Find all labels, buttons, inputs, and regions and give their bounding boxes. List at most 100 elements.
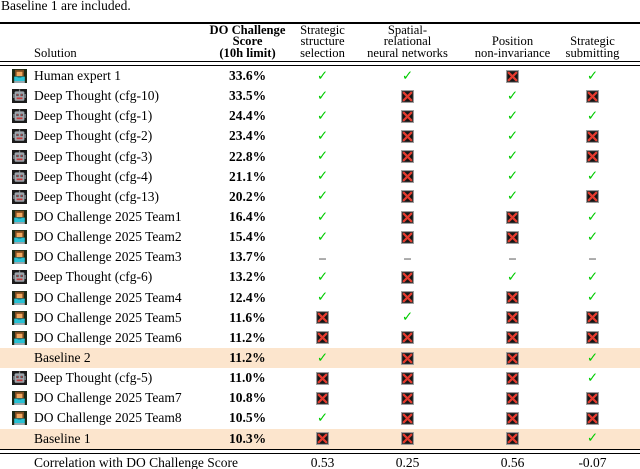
score-value: 16.4% [228,209,267,225]
mark-strategic-submitting [560,412,625,425]
check-mark-icon: ✓ [586,268,599,285]
mark-spatial-relational-neural-networks [350,130,465,143]
cross-mark-icon [586,331,599,345]
table-row: Baseline 2 11.2% ✓ ✓ [0,347,640,369]
check-mark-icon: ✓ [586,228,599,245]
mark-spatial-relational-neural-networks [350,210,465,224]
check-mark-icon: ✓ [316,268,329,285]
mark-spatial-relational-neural-networks [350,371,465,385]
cross-mark-icon [506,351,519,365]
mark-strategic-structure-selection: ✓ [295,268,350,285]
solution-icon-cell [12,270,34,285]
mark-position-non-invariance: ✓ [465,109,560,123]
table-row: DO Challenge 2025 Team4 12.4% ✓ ✓ [0,288,640,308]
cross-mark-icon [316,432,329,446]
table-row: Deep Thought (cfg-1) 24.4% ✓ ✓ ✓ [0,106,640,126]
mark-position-non-invariance: ✓ [465,148,560,165]
table-row: Deep Thought (cfg-3) 22.8% ✓ ✓ [0,147,640,167]
woman-technologist-icon [12,391,27,406]
mark-strategic-structure-selection: ✓ [295,188,350,205]
solution-icon-cell [12,129,34,144]
solution-icon-cell [12,230,34,245]
check-mark-icon: ✓ [506,148,519,165]
mark-strategic-structure-selection: ✓ [295,129,350,143]
mark-strategic-structure-selection: ✓ [295,351,350,365]
mark-strategic-structure-selection [295,391,350,405]
mark-strategic-submitting: ✓ [560,351,625,365]
mark-strategic-structure-selection [295,432,350,446]
mark-position-non-invariance: ✓ [465,188,560,205]
score-value: 33.6% [228,68,267,84]
woman-technologist-icon [12,250,27,265]
solution-name: Deep Thought (cfg-4) [34,168,153,184]
solution-name: DO Challenge 2025 Team6 [34,329,182,345]
check-mark-icon: ✓ [316,87,329,104]
mark-spatial-relational-neural-networks [350,391,465,405]
robot-icon [12,129,27,144]
mark-position-non-invariance [465,291,560,305]
mark-spatial-relational-neural-networks [350,109,465,123]
correlation-position-non-invariance: 0.56 [500,454,525,469]
table-row: DO Challenge 2025 Team1 16.4% ✓ ✓ [0,207,640,227]
cross-mark-icon [401,331,414,345]
mark-strategic-submitting: ✓ [560,228,625,245]
mark-position-non-invariance: ✓ [465,270,560,284]
mark-spatial-relational-neural-networks [350,351,465,365]
cross-mark-icon [586,150,599,164]
check-mark-icon: ✓ [586,168,599,185]
correlation-strategic-submitting: -0.07 [578,454,607,469]
cross-mark-icon [401,291,414,305]
solution-icon-cell [12,189,34,204]
woman-technologist-icon [12,330,27,345]
score-value: 20.2% [228,188,267,204]
check-mark-icon: ✓ [506,127,519,144]
mark-position-non-invariance [465,331,560,345]
mark-spatial-relational-neural-networks: – [350,251,465,265]
mark-strategic-submitting [560,150,625,164]
solution-icon-cell [12,290,34,305]
header-separator-rule [0,61,640,66]
score-value: 23.4% [228,128,267,144]
cross-mark-icon [401,371,414,385]
mark-position-non-invariance [465,210,560,224]
solution-name: Deep Thought (cfg-3) [34,148,153,164]
woman-technologist-icon [12,210,27,225]
mark-strategic-structure-selection: ✓ [295,170,350,184]
table-row: Deep Thought (cfg-2) 23.4% ✓ ✓ [0,126,640,146]
cross-mark-icon [586,391,599,405]
score-value: 11.6% [229,309,266,325]
solution-name: Baseline 1 [34,430,91,446]
dash-mark: – [589,249,596,265]
cross-mark-icon [506,432,519,446]
cross-mark-icon [401,210,414,224]
mark-strategic-submitting [560,391,625,405]
cross-mark-icon [401,432,414,446]
woman-technologist-icon [12,69,27,84]
score-value: 33.5% [228,88,267,104]
mark-strategic-submitting: ✓ [560,109,625,123]
solution-name: Deep Thought (cfg-10) [34,88,159,104]
cross-mark-icon [506,230,519,244]
mark-spatial-relational-neural-networks [350,170,465,184]
cross-mark-icon [316,311,329,325]
check-mark-icon: ✓ [401,67,414,84]
solution-icon-cell [12,149,34,164]
check-mark-icon: ✓ [316,188,329,205]
cross-mark-icon [401,391,414,405]
figure-caption: Baseline 1 are included. [1,0,131,13]
score-value: 10.5% [228,410,267,426]
mark-spatial-relational-neural-networks [350,230,465,244]
table-top-rule [0,22,640,24]
robot-icon [12,371,27,386]
cross-mark-icon [506,210,519,224]
score-value: 10.8% [228,390,267,406]
mark-position-non-invariance [465,69,560,83]
solution-name: DO Challenge 2025 Team4 [34,289,182,305]
mark-strategic-submitting: ✓ [560,168,625,185]
check-mark-icon: ✓ [401,309,414,326]
mark-strategic-structure-selection: ✓ [295,210,350,224]
dash-mark: – [509,249,516,265]
check-mark-icon: ✓ [506,188,519,205]
mark-strategic-structure-selection: ✓ [295,230,350,244]
check-mark-icon: ✓ [586,430,599,447]
